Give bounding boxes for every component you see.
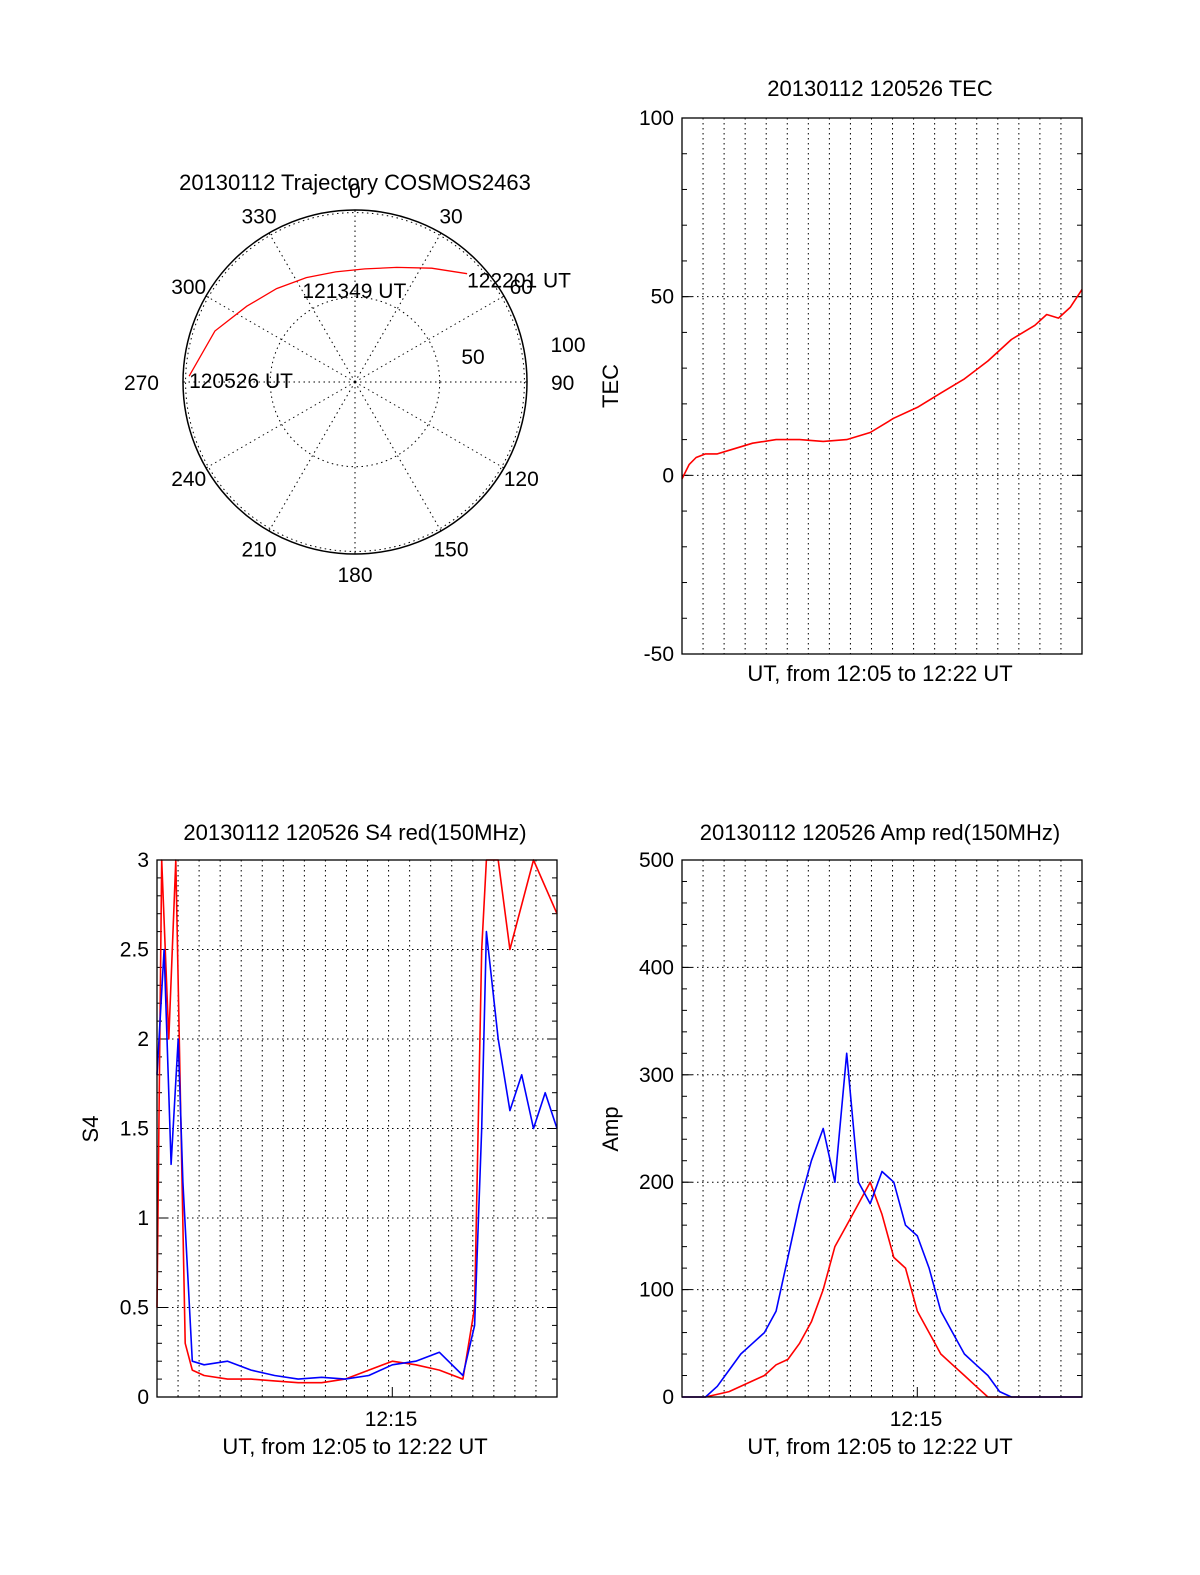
polar-azimuth-spoke — [354, 381, 505, 469]
series-line-1 — [682, 1052, 1082, 1398]
polar-azimuth-label: 210 — [241, 538, 276, 561]
polar-azimuth-spoke — [205, 295, 356, 383]
polar-azimuth-label: 0 — [349, 180, 361, 203]
y-tick-label: 200 — [639, 1171, 674, 1194]
series-line-0 — [156, 859, 558, 1384]
amp-xtick-label: 12:15 — [890, 1408, 943, 1431]
polar-title: 20130112 Trajectory COSMOS2463 — [179, 170, 531, 195]
polar-outer-ring — [182, 209, 528, 555]
polar-azimuth-spoke — [354, 295, 505, 383]
tec-title: 20130112 120526 TEC — [767, 76, 993, 101]
trajectory-line — [188, 266, 468, 377]
y-tick-label: 1.5 — [120, 1118, 149, 1141]
series-line-1 — [156, 930, 558, 1380]
polar-azimuth-spoke — [268, 232, 356, 383]
s4-xtick-label: 12:15 — [365, 1408, 418, 1431]
s4-title: 20130112 120526 S4 red(150MHz) — [183, 820, 526, 845]
y-tick-label: 0.5 — [120, 1297, 149, 1320]
y-tick-label: 0 — [662, 1386, 674, 1409]
polar-azimuth-spoke — [205, 381, 356, 469]
y-tick-label: 2 — [137, 1028, 149, 1051]
tec-xlabel: UT, from 12:05 to 12:22 UT — [747, 661, 1012, 686]
amp-ylabel: Amp — [600, 1106, 623, 1151]
polar-azimuth-spoke — [354, 381, 442, 532]
y-tick-label: 100 — [639, 107, 674, 130]
polar-trajectory-chart: 20130112 Trajectory COSMOS2463 0 30 60 90 12… — [124, 170, 586, 587]
plot-frame — [156, 859, 558, 1398]
tec-plot-area: -50 0 50 100 — [639, 107, 1083, 666]
polar-azimuth-spoke — [354, 232, 442, 383]
trajectory-mid-label: 121349 UT — [302, 280, 406, 303]
polar-elevation-label: 100 — [550, 334, 585, 357]
polar-azimuth-spoke — [268, 381, 356, 532]
polar-azimuth-label: 300 — [171, 276, 206, 299]
polar-azimuth-label: 120 — [504, 468, 539, 491]
polar-elevation-label: 50 — [461, 346, 484, 369]
y-tick-label: 1 — [137, 1207, 149, 1230]
trajectory-start-label: 120526 UT — [189, 370, 293, 393]
polar-azimuth-label: 270 — [124, 372, 159, 395]
polar-azimuth-label: 330 — [241, 206, 276, 229]
s4-xlabel: UT, from 12:05 to 12:22 UT — [222, 1434, 487, 1459]
polar-azimuth-label: 30 — [439, 206, 462, 229]
polar-azimuth-label: 60 — [510, 276, 533, 299]
polar-elevation-ring — [185, 212, 525, 552]
polar-elevation-ring — [269, 296, 441, 468]
y-tick-label: 0 — [137, 1386, 149, 1409]
polar-azimuth-label: 180 — [337, 564, 372, 587]
y-tick-label: -50 — [644, 643, 674, 666]
s4-ylabel: S4 — [78, 1116, 103, 1143]
s4-chart: 20130112 120526 S4 red(150MHz) S4 12:15 … — [78, 820, 558, 1459]
y-tick-label: 400 — [639, 956, 674, 979]
y-tick-label: 50 — [651, 286, 674, 309]
tec-chart: 20130112 120526 TEC TEC UT, from 12:05 t… — [600, 76, 1083, 686]
y-tick-label: 300 — [639, 1064, 674, 1087]
polar-azimuth-label: 240 — [171, 468, 206, 491]
plot-frame — [681, 859, 1083, 1398]
amp-chart: 20130112 120526 Amp red(150MHz) Amp 12:1… — [600, 820, 1083, 1459]
trajectory-end-label: 122201 UT — [467, 270, 571, 293]
plot-frame — [681, 117, 1083, 655]
amp-plot-area: 0 100 200 300 400 500 — [639, 849, 1083, 1409]
amp-title: 20130112 120526 Amp red(150MHz) — [700, 820, 1060, 845]
polar-azimuth-label: 150 — [433, 538, 468, 561]
polar-azimuth-label: 90 — [551, 372, 574, 395]
series-line-0 — [681, 289, 1083, 480]
s4-plot-area: 0 0.5 1 1.5 2 2.5 3 — [120, 849, 558, 1409]
amp-xlabel: UT, from 12:05 to 12:22 UT — [747, 1434, 1012, 1459]
polar-plot-area: 0 30 60 90 120 150 180 210 240 270 300 330 50 100 1205… — [124, 180, 586, 587]
y-tick-label: 3 — [137, 849, 149, 872]
y-tick-label: 500 — [639, 849, 674, 872]
tec-ylabel: TEC — [600, 364, 623, 408]
y-tick-label: 0 — [662, 464, 674, 487]
y-tick-label: 100 — [639, 1279, 674, 1302]
y-tick-label: 2.5 — [120, 939, 149, 962]
